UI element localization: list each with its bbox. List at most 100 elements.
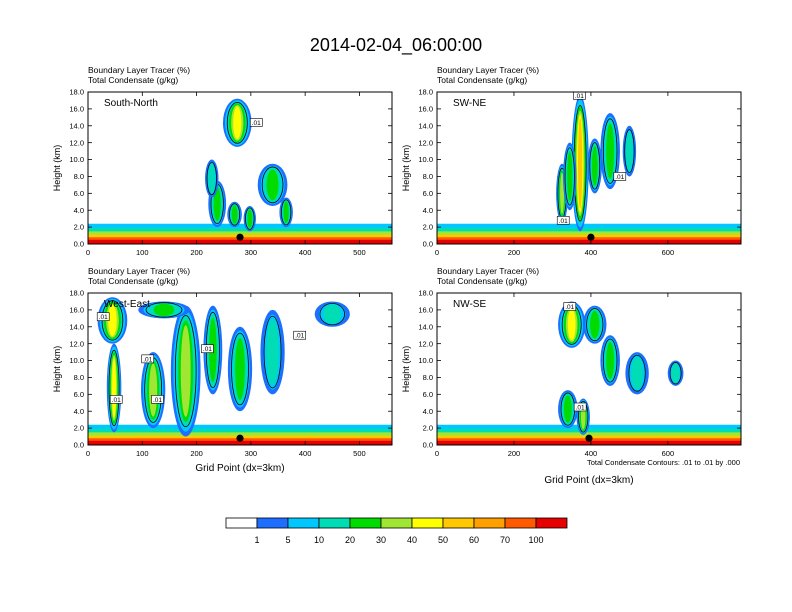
contour-label-box-1 [573, 402, 587, 412]
plume-2-level-3 [208, 163, 216, 194]
colorbar-label-5: 5 [285, 535, 290, 545]
y-tick-label: 2.0 [74, 424, 84, 433]
y-tick-label: 18.0 [69, 289, 84, 298]
plume-3-level-4 [591, 145, 598, 186]
plume-0-level-6 [233, 106, 242, 140]
x-tick-label: 400 [585, 248, 598, 257]
panel-name: West-East [104, 299, 150, 310]
x-tick-label: 0 [435, 248, 439, 257]
panel-label-tracer: Boundary Layer Tracer (%) [88, 65, 190, 75]
plume-1-level-4 [590, 310, 600, 339]
y-tick-label: 18.0 [418, 289, 433, 298]
colorbar-swatch-0 [225, 517, 258, 529]
contour-label-box-4 [109, 395, 123, 404]
colorbar-swatch-10 [535, 517, 568, 529]
condensate-contour-0 [226, 101, 248, 144]
panel-name: NW-SE [453, 299, 486, 310]
y-tick-label: 2.0 [423, 424, 433, 433]
condensate-contour-1 [108, 349, 120, 427]
plume-6-level-3 [266, 319, 279, 385]
y-tick-label: 6.0 [423, 189, 433, 198]
colorbar-swatch-2 [287, 517, 320, 529]
plot-frame [87, 91, 393, 245]
condensate-contour-4 [669, 362, 682, 385]
x-tick-label: 500 [353, 449, 366, 458]
plume-4-level-4 [606, 123, 615, 179]
y-tick-label: 4.0 [74, 206, 84, 215]
plume-5-level-4 [235, 338, 245, 400]
y-tick-label: 2.0 [74, 223, 84, 232]
condensate-contour-1 [586, 308, 604, 342]
colorbar-label-30: 30 [376, 535, 386, 545]
y-tick-label: 12.0 [418, 138, 433, 147]
x-tick-label: 600 [662, 449, 675, 458]
condensate-contour-5 [261, 166, 284, 204]
tracer-band-5 [437, 440, 741, 445]
y-tick-label: 14.0 [418, 322, 433, 331]
y-tick-label: 6.0 [423, 390, 433, 399]
condensate-contour-3 [174, 315, 197, 428]
plume-3-level-3 [631, 356, 643, 390]
x-tick-label: 200 [190, 449, 203, 458]
storm-center-marker [587, 233, 595, 241]
colorbar-label-100: 100 [528, 535, 543, 545]
x-tick-label: 100 [136, 449, 149, 458]
plume-5-level-4 [563, 395, 572, 423]
condensate-contour-7 [145, 302, 183, 318]
plume-5-level-4 [266, 169, 279, 201]
x-tick-label: 0 [86, 248, 90, 257]
y-tick-label: 18.0 [69, 88, 84, 97]
panel-label-condensate: Total Condensate (g/kg) [437, 276, 527, 286]
x-tick-label: 0 [435, 449, 439, 458]
y-tick-label: 16.0 [418, 305, 433, 314]
y-tick-label: 8.0 [74, 172, 84, 181]
contour-label-box-2 [201, 344, 214, 354]
x-tick-label: 0 [86, 449, 90, 458]
contour-label-0: .01 [575, 93, 584, 100]
condensate-contour-6 [578, 400, 589, 433]
colorbar-label-20: 20 [345, 535, 355, 545]
plume-8-level-3 [323, 304, 342, 324]
plume-1-level-6 [111, 357, 117, 419]
contour-label-box-0 [96, 312, 110, 321]
panel-south-north: .01 0 100 200 300 400 500 0.0 2.0 4.0 6.0 8.0 10.0 12… [52, 65, 393, 257]
plot-area: .01 .01 [437, 301, 741, 445]
plot-frame [87, 292, 393, 446]
y-tick-label: 16.0 [69, 305, 84, 314]
panel-label-condensate: Total Condensate (g/kg) [437, 75, 527, 85]
contour-label-2: .01 [203, 346, 212, 353]
x-tick-label: 500 [353, 248, 366, 257]
contour-label-2: .01 [559, 218, 568, 225]
x-tick-label: 400 [299, 449, 312, 458]
panel-label-tracer: Boundary Layer Tracer (%) [88, 266, 190, 276]
colorbar-swatch-1 [256, 517, 289, 529]
panel-label-tracer: Boundary Layer Tracer (%) [437, 266, 539, 276]
panel-label-condensate: Total Condensate (g/kg) [88, 75, 178, 85]
contour-label-box-2 [556, 216, 570, 225]
plume-1-level-5 [560, 172, 565, 215]
y-tick-label: 6.0 [74, 189, 84, 198]
y-axis-label: Height (km) [52, 346, 62, 393]
y-tick-label: 8.0 [423, 172, 433, 181]
contour-label-box-0 [249, 118, 263, 127]
y-tick-label: 14.0 [69, 121, 84, 130]
panel-name: SW-NE [453, 98, 486, 109]
colorbar: 1 5 10 20 30 40 50 60 70 100 [225, 517, 568, 545]
colorbar-swatch-6 [411, 517, 444, 529]
colorbar-label-40: 40 [407, 535, 417, 545]
panel-nw-se: .01 .01 0 200 400 600 0.0 2.0 4.0 6.0 8.0 10.0 12.0 1… [401, 266, 742, 486]
condensate-contour-6 [281, 199, 292, 226]
contour-label-box-5 [151, 395, 164, 404]
panel-sw-ne: .01 .01 .01 0 200 400 600 0.0 2.0 4.0 6.0 8.0 10.0 12… [401, 65, 742, 257]
plot-area: .01 [88, 98, 392, 244]
plume-2-level-4 [567, 151, 573, 202]
plot-area: .01 .01 .01 [437, 92, 741, 244]
colorbar-label-70: 70 [500, 535, 510, 545]
y-tick-label: 10.0 [69, 356, 84, 365]
y-tick-label: 4.0 [423, 206, 433, 215]
colorbar-swatch-5 [380, 517, 413, 529]
colorbar-swatch-7 [442, 517, 475, 529]
y-tick-label: 10.0 [418, 155, 433, 164]
plume-6-level-4 [283, 201, 289, 224]
